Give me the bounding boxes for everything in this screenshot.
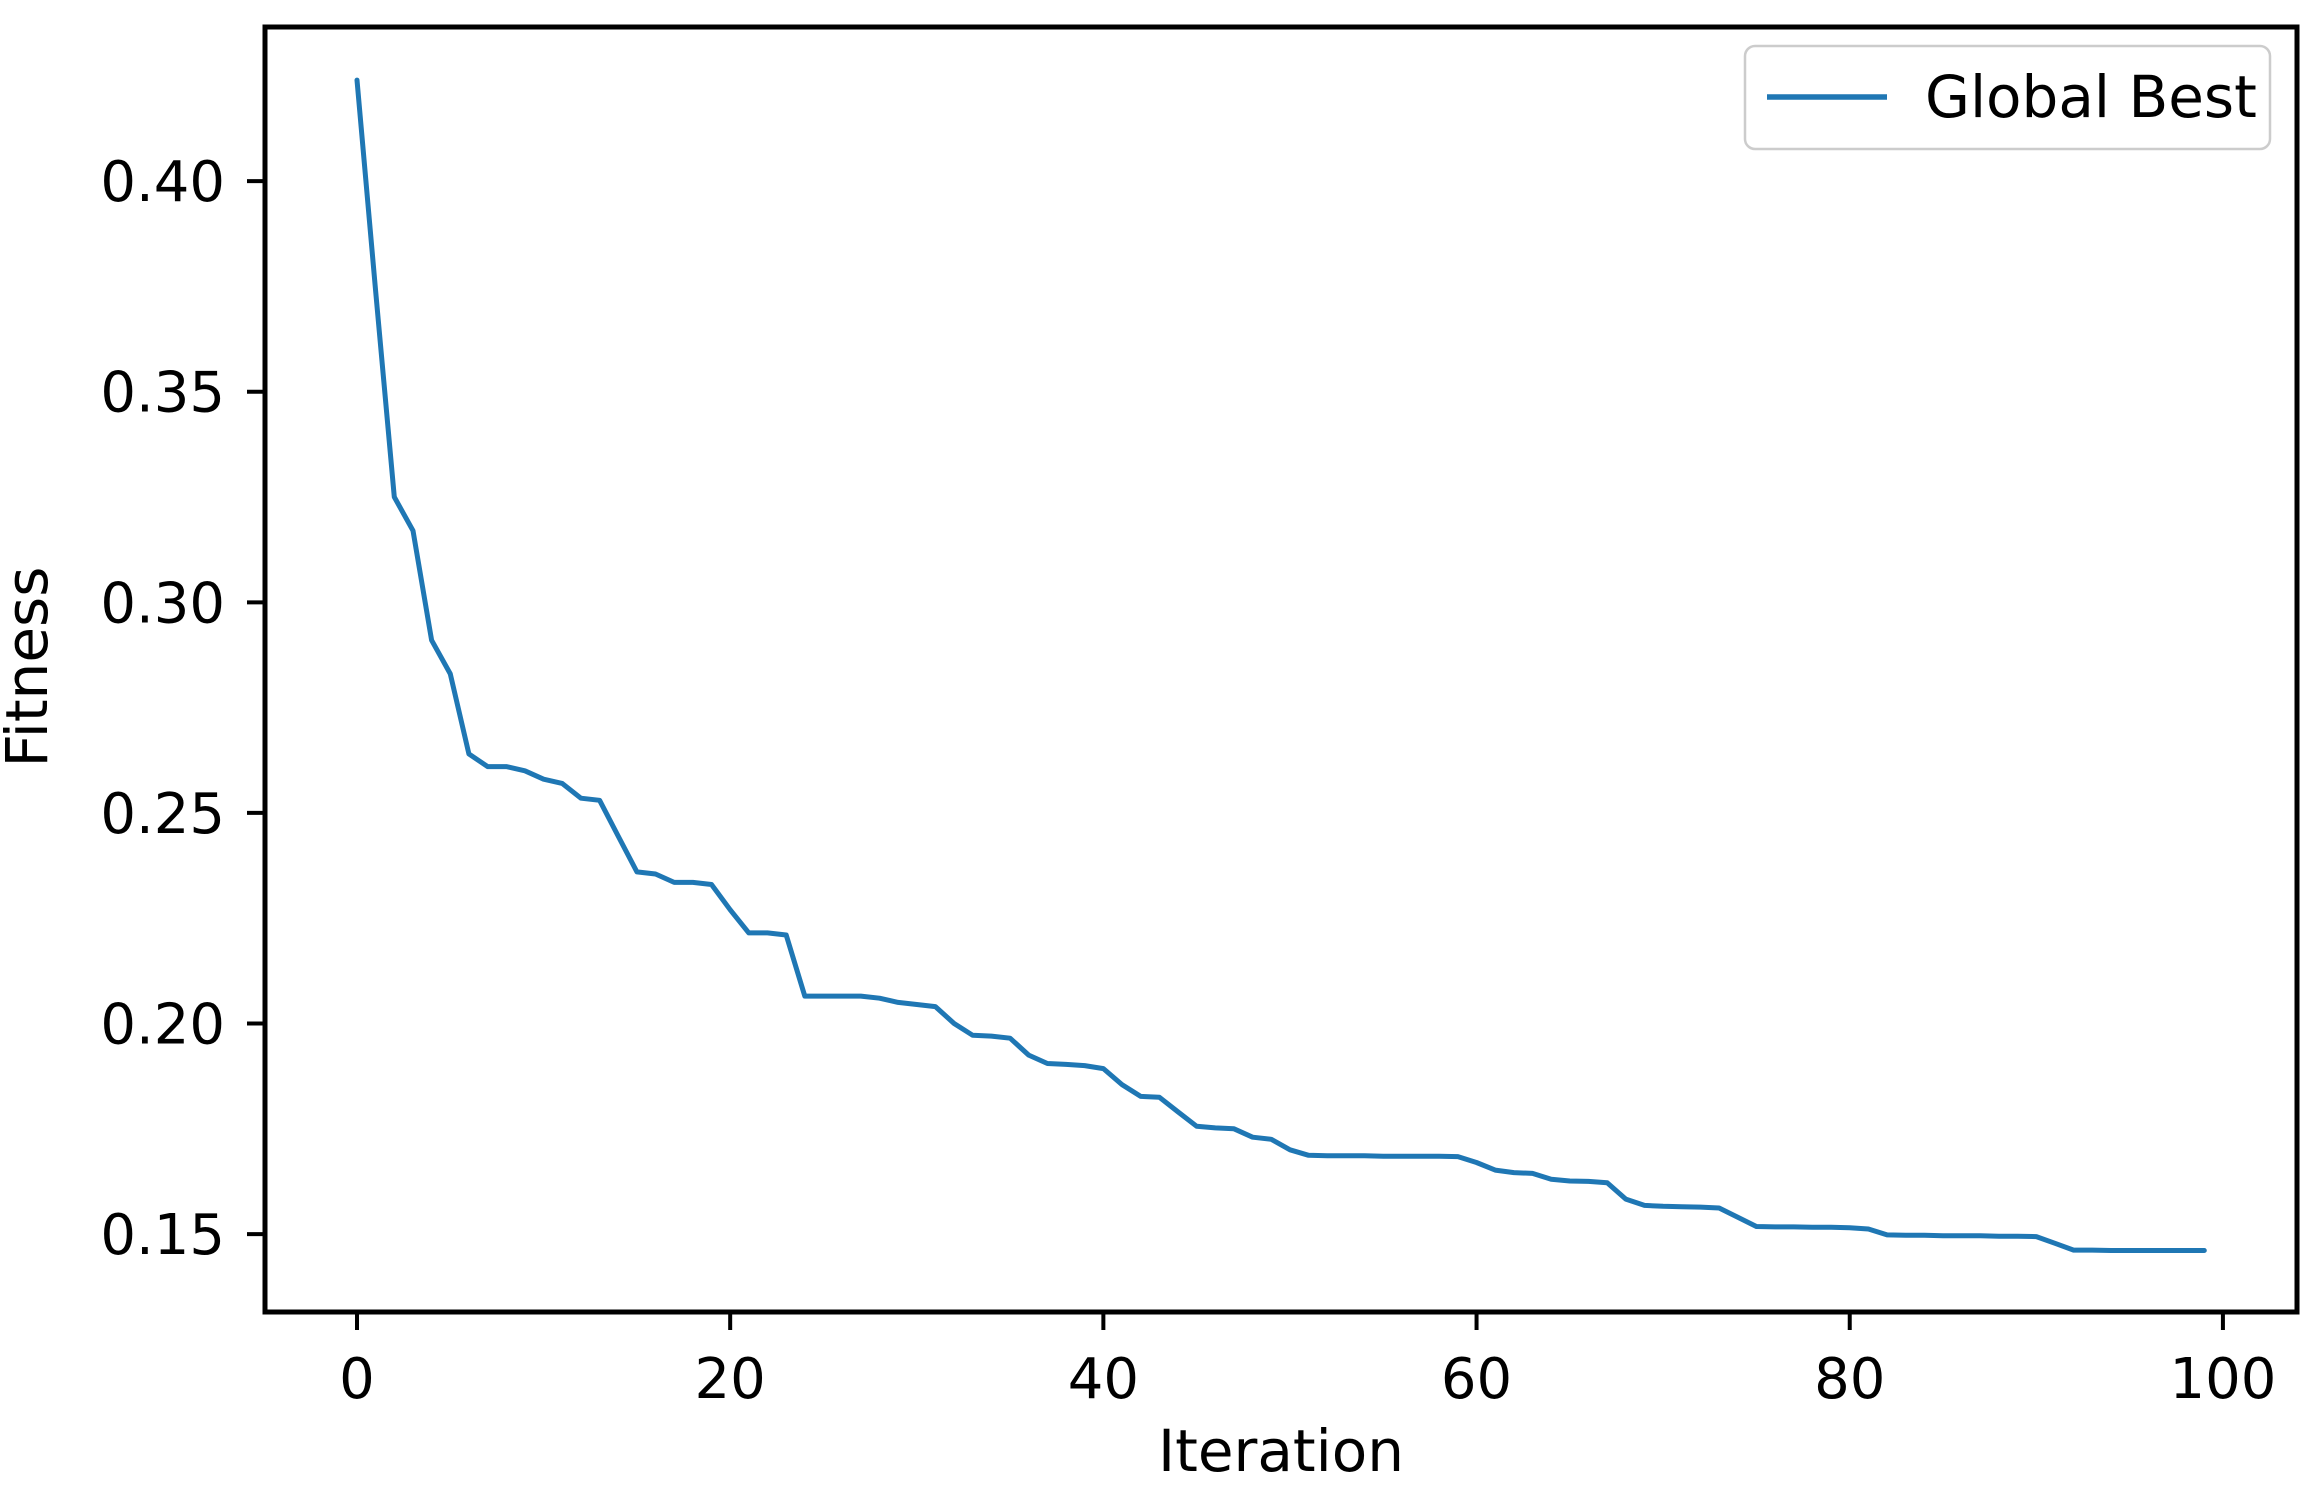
y-axis-label: Fitness: [0, 567, 61, 768]
y-tick-label: 0.15: [100, 1203, 225, 1268]
x-axis-label: Iteration: [1158, 1417, 1404, 1485]
y-tick-label: 0.40: [100, 150, 225, 215]
y-tick-label: 0.35: [100, 361, 225, 426]
legend-box: [1743, 44, 2272, 151]
y-tick-label: 0.20: [100, 992, 225, 1057]
plot-area: [265, 27, 2297, 1312]
x-tick-label: 60: [1441, 1347, 1512, 1412]
y-tick-label: 0.25: [100, 782, 225, 847]
y-tick-label: 0.30: [100, 571, 225, 636]
global-best-line: [354, 77, 2207, 1253]
x-tick-label: 40: [1068, 1347, 1139, 1412]
x-tick-label: 20: [695, 1347, 766, 1412]
axes-spines: [262, 24, 2300, 1315]
x-tick-label: 80: [1814, 1347, 1885, 1412]
y-axis-ticks: 0.15 0.20 0.25 0.30 0.35 0.40: [100, 150, 265, 1268]
legend: Global Best: [1743, 44, 2272, 151]
legend-label: Global Best: [1925, 63, 2257, 131]
x-tick-label: 100: [2169, 1347, 2276, 1412]
x-axis-ticks: 0 20 40 60 80 100: [339, 1312, 2276, 1412]
x-tick-label: 0: [339, 1347, 375, 1412]
